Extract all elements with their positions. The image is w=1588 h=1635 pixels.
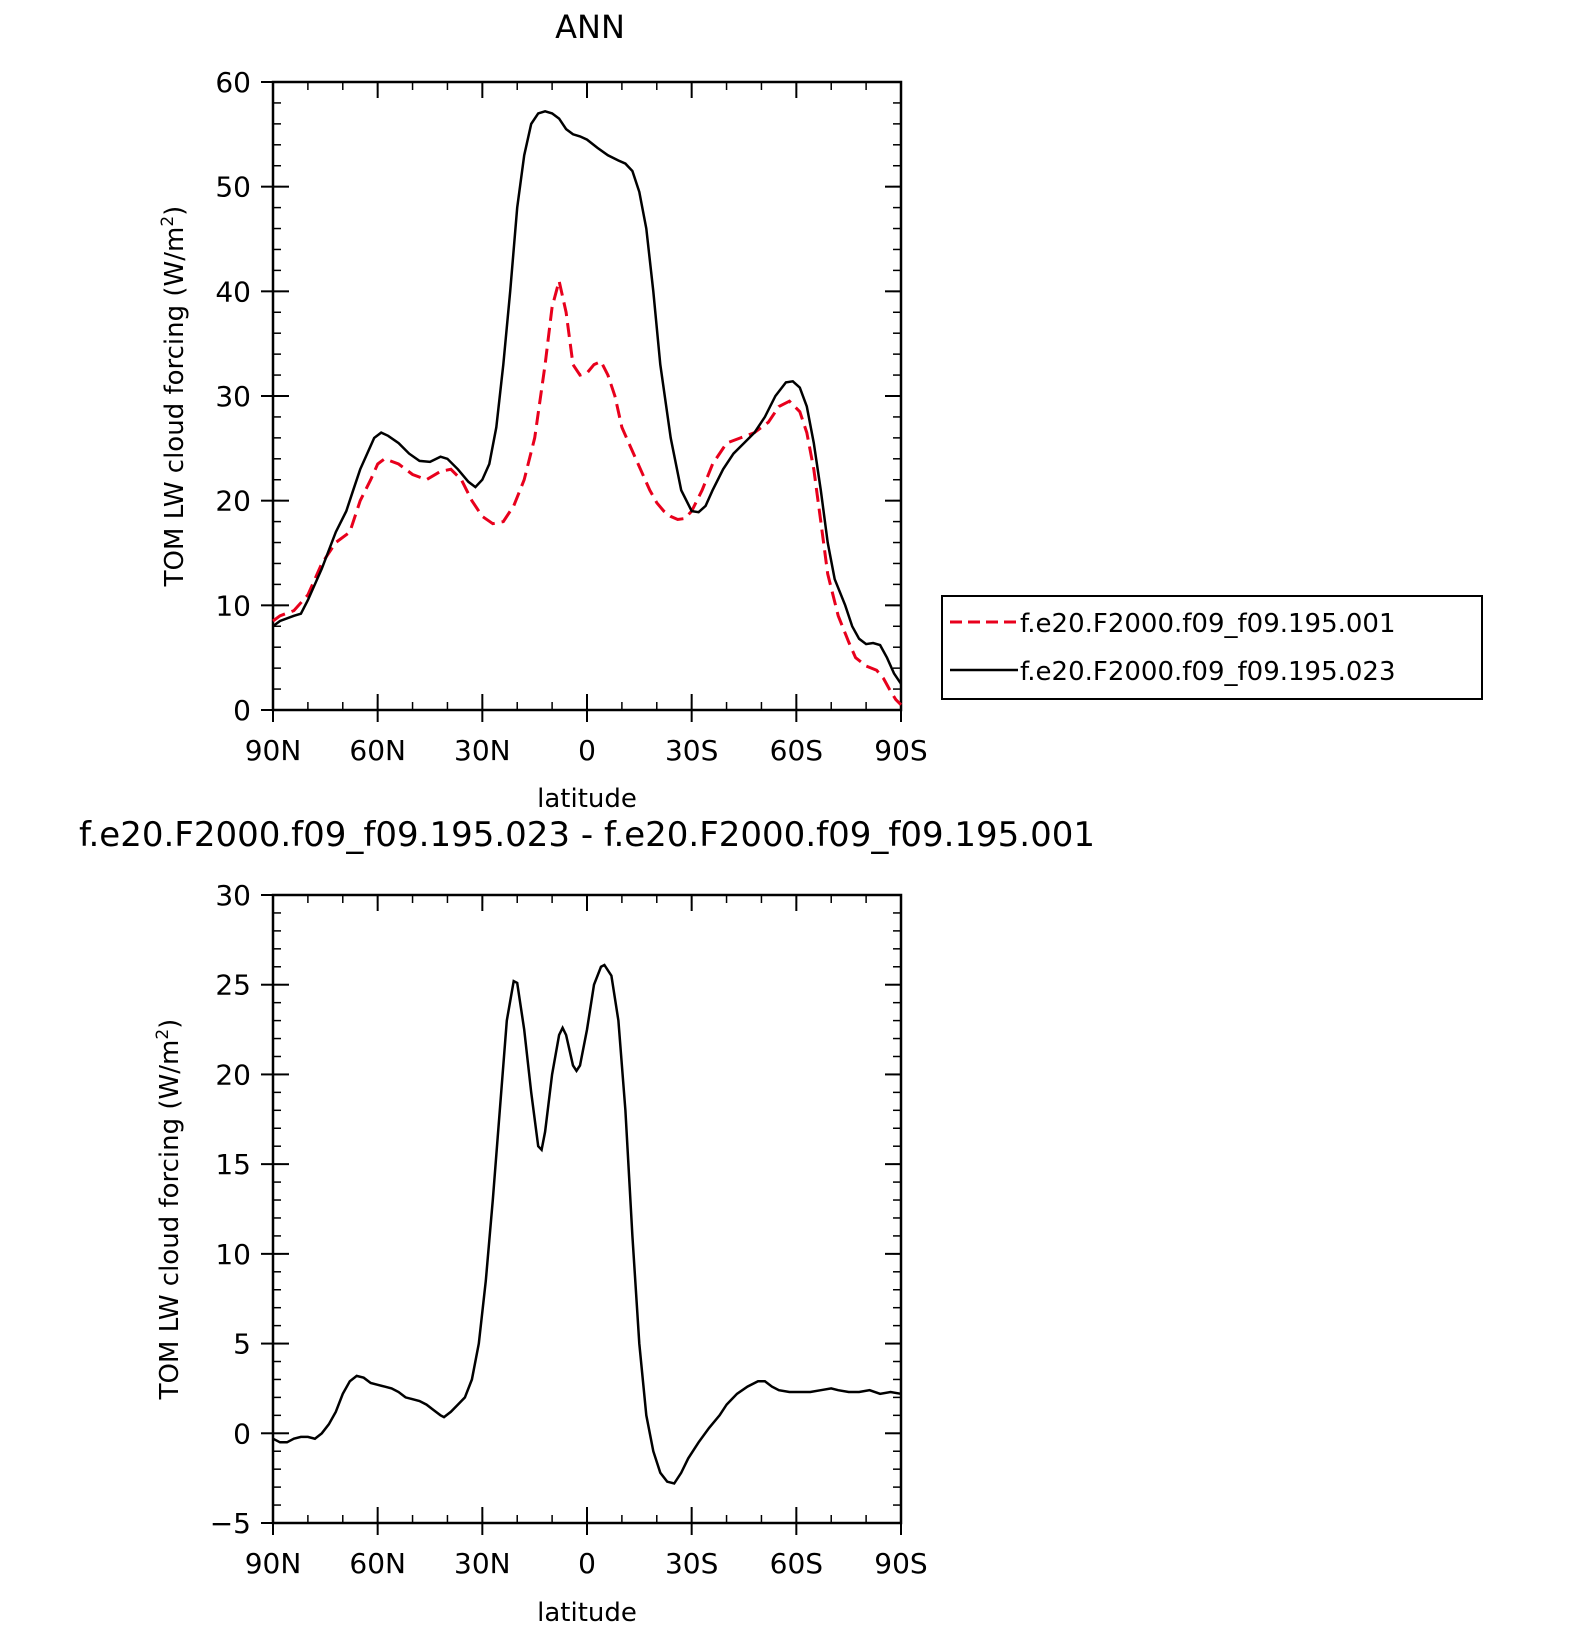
x-tick-label: 90S xyxy=(874,734,927,767)
y-tick-label: 0 xyxy=(233,694,251,727)
x-tick-label: 90S xyxy=(874,1547,927,1580)
top-y-axis-label: TOM LW cloud forcing (W/m2) xyxy=(158,206,190,588)
top-major-ticks xyxy=(261,81,902,722)
x-tick-label: 30S xyxy=(665,734,718,767)
bottom-y-axis-label: TOM LW cloud forcing (W/m2) xyxy=(153,1019,185,1401)
y-tick-label: 20 xyxy=(215,485,251,518)
x-tick-label: 60N xyxy=(349,1547,406,1580)
y-tick-label: 5 xyxy=(233,1328,251,1361)
y-tick-label: 15 xyxy=(215,1148,251,1181)
series-line-195-023 xyxy=(272,109,903,685)
bottom-panel: f.e20.F2000.f09_f09.195.023 - f.e20.F200… xyxy=(79,815,1095,1628)
series-line-difference xyxy=(272,963,902,1485)
top-ytick-labels: 0 10 20 30 40 50 60 xyxy=(215,66,251,727)
y-tick-label: 40 xyxy=(215,275,251,308)
y-tick-label: 20 xyxy=(215,1058,251,1091)
legend-label-195-001: f.e20.F2000.f09_f09.195.001 xyxy=(1020,609,1396,639)
legend-box xyxy=(941,595,1483,700)
bottom-ytick-labels: −5 0 5 10 15 20 25 30 xyxy=(210,879,251,1540)
y-tick-label: 30 xyxy=(215,380,251,413)
x-tick-label: 60S xyxy=(770,734,823,767)
top-xtick-labels: 90N 60N 30N 0 30S 60S 90S xyxy=(245,734,928,767)
y-tick-label: −5 xyxy=(210,1507,251,1540)
bottom-minor-ticks xyxy=(272,894,902,1524)
y-tick-label: 10 xyxy=(215,1238,251,1271)
x-tick-label: 60N xyxy=(349,734,406,767)
x-tick-label: 90N xyxy=(245,1547,302,1580)
y-tick-label: 0 xyxy=(233,1417,251,1450)
y-tick-label: 25 xyxy=(215,969,251,1002)
y-tick-label: 50 xyxy=(215,171,251,204)
bottom-x-axis-label: latitude xyxy=(537,1598,637,1628)
x-tick-label: 0 xyxy=(578,1547,596,1580)
top-chart-title: ANN xyxy=(555,8,625,46)
y-tick-label: 30 xyxy=(215,879,251,912)
x-tick-label: 60S xyxy=(770,1547,823,1580)
top-minor-ticks xyxy=(272,81,902,711)
x-tick-label: 90N xyxy=(245,734,302,767)
top-panel: ANN 0 10 20 30 40 50 60 90N 60N 30N 0 30S 60S 90S la… xyxy=(158,8,1483,814)
y-tick-label: 60 xyxy=(215,66,251,99)
legend-label-195-023: f.e20.F2000.f09_f09.195.023 xyxy=(1020,657,1396,687)
y-tick-label: 10 xyxy=(215,589,251,622)
x-tick-label: 30N xyxy=(454,1547,511,1580)
x-tick-label: 30N xyxy=(454,734,511,767)
legend: f.e20.F2000.f09_f09.195.001 f.e20.F2000.… xyxy=(941,595,1483,700)
top-plot-frame xyxy=(271,80,903,712)
bottom-chart-title: f.e20.F2000.f09_f09.195.023 - f.e20.F200… xyxy=(79,815,1095,855)
x-tick-label: 0 xyxy=(578,734,596,767)
bottom-plot-frame xyxy=(271,893,903,1525)
series-line-195-001 xyxy=(272,280,903,706)
x-tick-label: 30S xyxy=(665,1547,718,1580)
bottom-major-ticks xyxy=(261,894,902,1535)
bottom-xtick-labels: 90N 60N 30N 0 30S 60S 90S xyxy=(245,1547,928,1580)
top-x-axis-label: latitude xyxy=(537,784,637,814)
